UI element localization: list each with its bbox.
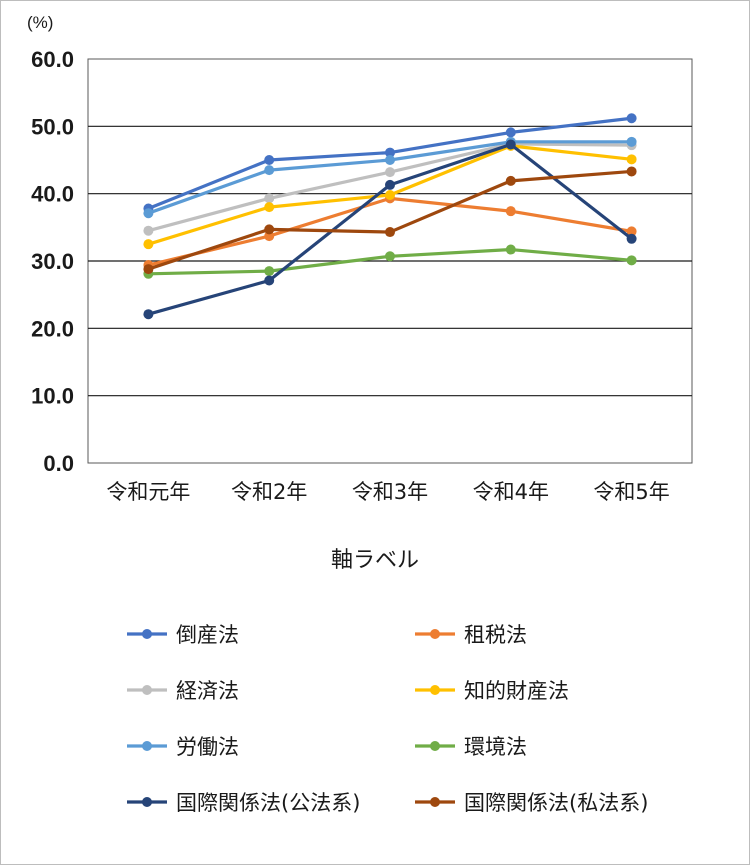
legend-label: 知的財産法 <box>464 679 569 703</box>
data-point <box>385 155 395 165</box>
data-point <box>626 113 637 124</box>
data-point <box>505 175 516 186</box>
y-tick-label: 10.0 <box>31 384 74 409</box>
legend-item: 国際関係法(私法系) <box>415 791 648 815</box>
data-point <box>264 275 275 286</box>
x-tick-label: 令和5年 <box>593 480 669 504</box>
legend-item: 環境法 <box>415 735 527 759</box>
data-point <box>143 264 154 275</box>
legend-swatch-marker <box>430 629 440 639</box>
y-tick-label: 40.0 <box>31 182 74 207</box>
legend-swatch-marker <box>142 629 152 639</box>
data-point <box>385 227 395 238</box>
series-8 <box>143 166 637 275</box>
data-point <box>626 154 637 165</box>
data-point <box>626 233 637 244</box>
x-tick-label: 令和4年 <box>473 480 549 504</box>
data-point <box>626 136 637 147</box>
data-point <box>264 202 275 213</box>
data-point <box>143 309 154 320</box>
series-6 <box>143 244 637 279</box>
data-point <box>385 251 395 262</box>
data-point <box>385 190 395 201</box>
x-axis-title: 軸ラベル <box>331 548 419 573</box>
data-point <box>143 225 154 236</box>
legend-label: 国際関係法(私法系) <box>464 791 648 815</box>
legend-swatch-marker <box>142 797 152 807</box>
y-tick-label: 20.0 <box>31 316 74 341</box>
legend-label: 経済法 <box>176 679 239 703</box>
data-point <box>626 255 637 266</box>
legend-item: 知的財産法 <box>415 679 569 703</box>
data-point <box>264 266 275 277</box>
x-tick-label: 令和元年 <box>106 480 190 504</box>
x-tick-label: 令和3年 <box>352 480 428 504</box>
data-point <box>505 127 516 138</box>
legend-swatch-marker <box>430 741 440 751</box>
data-point <box>143 239 154 250</box>
legend-swatch-marker <box>430 685 440 695</box>
plot-area: 0.0 10.0 20.0 30.0 40.0 50.0 60.0 令和元年 令和2年 令和3年 令… <box>31 47 693 504</box>
legend-item: 労働法 <box>127 735 239 759</box>
legend-label: 環境法 <box>464 735 527 759</box>
data-point <box>143 208 154 219</box>
legend-label: 倒産法 <box>176 623 239 647</box>
y-unit-label: (%) <box>27 13 53 32</box>
legend-item: 国際関係法(公法系) <box>127 791 360 815</box>
data-point <box>264 224 275 235</box>
y-tick-label: 30.0 <box>31 249 74 274</box>
legend-label: 労働法 <box>176 735 239 759</box>
legend-item: 経済法 <box>127 679 239 703</box>
data-point <box>264 165 275 176</box>
data-point <box>385 179 395 190</box>
legend-swatch-marker <box>142 685 152 695</box>
data-point <box>385 167 395 178</box>
y-tick-label: 60.0 <box>31 47 74 72</box>
data-point <box>505 206 516 217</box>
x-tick-label: 令和2年 <box>231 480 307 504</box>
data-point <box>626 166 637 177</box>
y-tick-label: 0.0 <box>43 451 74 476</box>
legend-item: 倒産法 <box>127 623 239 647</box>
y-tick-label: 50.0 <box>31 114 74 139</box>
data-point <box>626 226 637 237</box>
data-point <box>505 244 516 255</box>
legend-swatch-marker <box>142 741 152 751</box>
data-point <box>505 139 516 150</box>
legend-label: 租税法 <box>464 623 527 647</box>
legend-swatch-marker <box>430 797 440 807</box>
legend-item: 租税法 <box>415 623 527 647</box>
data-point <box>264 193 275 204</box>
legend-label: 国際関係法(公法系) <box>176 791 360 815</box>
data-point <box>385 147 395 158</box>
data-point <box>264 155 275 165</box>
series-7 <box>143 139 637 320</box>
